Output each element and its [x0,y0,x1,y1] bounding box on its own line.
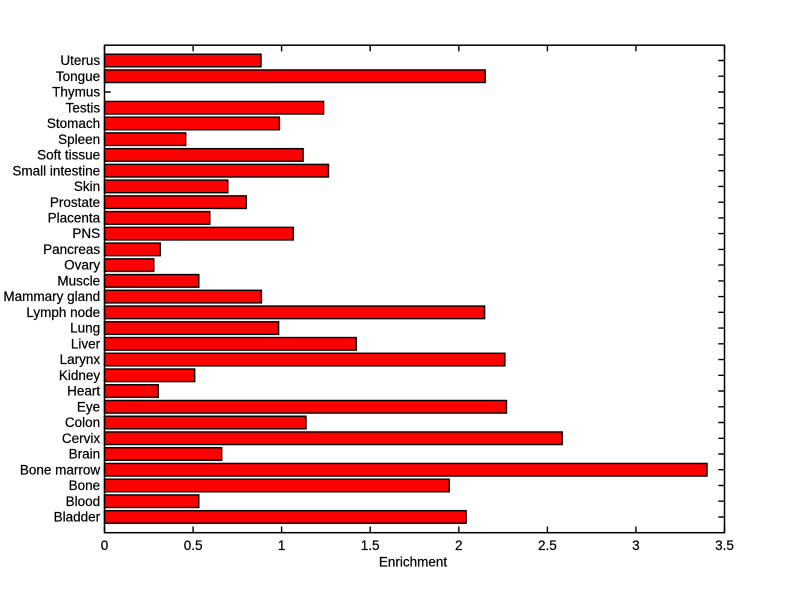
svg-text:Kidney: Kidney [59,368,101,383]
svg-text:PNS: PNS [72,226,100,241]
svg-text:Mammary gland: Mammary gland [3,289,100,304]
svg-text:0: 0 [101,538,109,553]
svg-text:Muscle: Muscle [57,274,100,289]
svg-text:1: 1 [278,538,286,553]
svg-text:Eye: Eye [77,399,100,414]
svg-text:3: 3 [632,538,640,553]
svg-text:Ovary: Ovary [64,258,100,273]
svg-text:Stomach: Stomach [47,116,100,131]
svg-text:Larynx: Larynx [60,352,101,367]
svg-text:Tongue: Tongue [56,69,100,84]
svg-text:3.5: 3.5 [715,538,734,553]
svg-text:Enrichment: Enrichment [379,554,448,569]
svg-text:Small intestine: Small intestine [12,163,100,178]
svg-text:1.5: 1.5 [361,538,380,553]
svg-text:Lymph node: Lymph node [26,305,100,320]
svg-text:Skin: Skin [74,179,100,194]
svg-text:Lung: Lung [70,321,100,336]
svg-text:Spleen: Spleen [58,132,100,147]
svg-text:Bone marrow: Bone marrow [20,462,101,477]
svg-text:Pancreas: Pancreas [43,242,100,257]
svg-text:Testis: Testis [66,100,101,115]
svg-text:Cervix: Cervix [62,431,101,446]
svg-text:2: 2 [455,538,463,553]
svg-text:Soft tissue: Soft tissue [37,148,100,163]
svg-text:Thymus: Thymus [52,85,100,100]
svg-text:Uterus: Uterus [60,53,100,68]
svg-text:Heart: Heart [67,384,100,399]
svg-text:Placenta: Placenta [48,211,101,226]
svg-text:Bladder: Bladder [54,510,101,525]
svg-text:Prostate: Prostate [50,195,100,210]
svg-text:Liver: Liver [71,336,101,351]
svg-text:0.5: 0.5 [184,538,203,553]
svg-text:Blood: Blood [66,494,101,509]
svg-text:Bone: Bone [69,478,101,493]
svg-text:Brain: Brain [69,447,101,462]
svg-text:Colon: Colon [65,415,100,430]
svg-text:2.5: 2.5 [538,538,557,553]
